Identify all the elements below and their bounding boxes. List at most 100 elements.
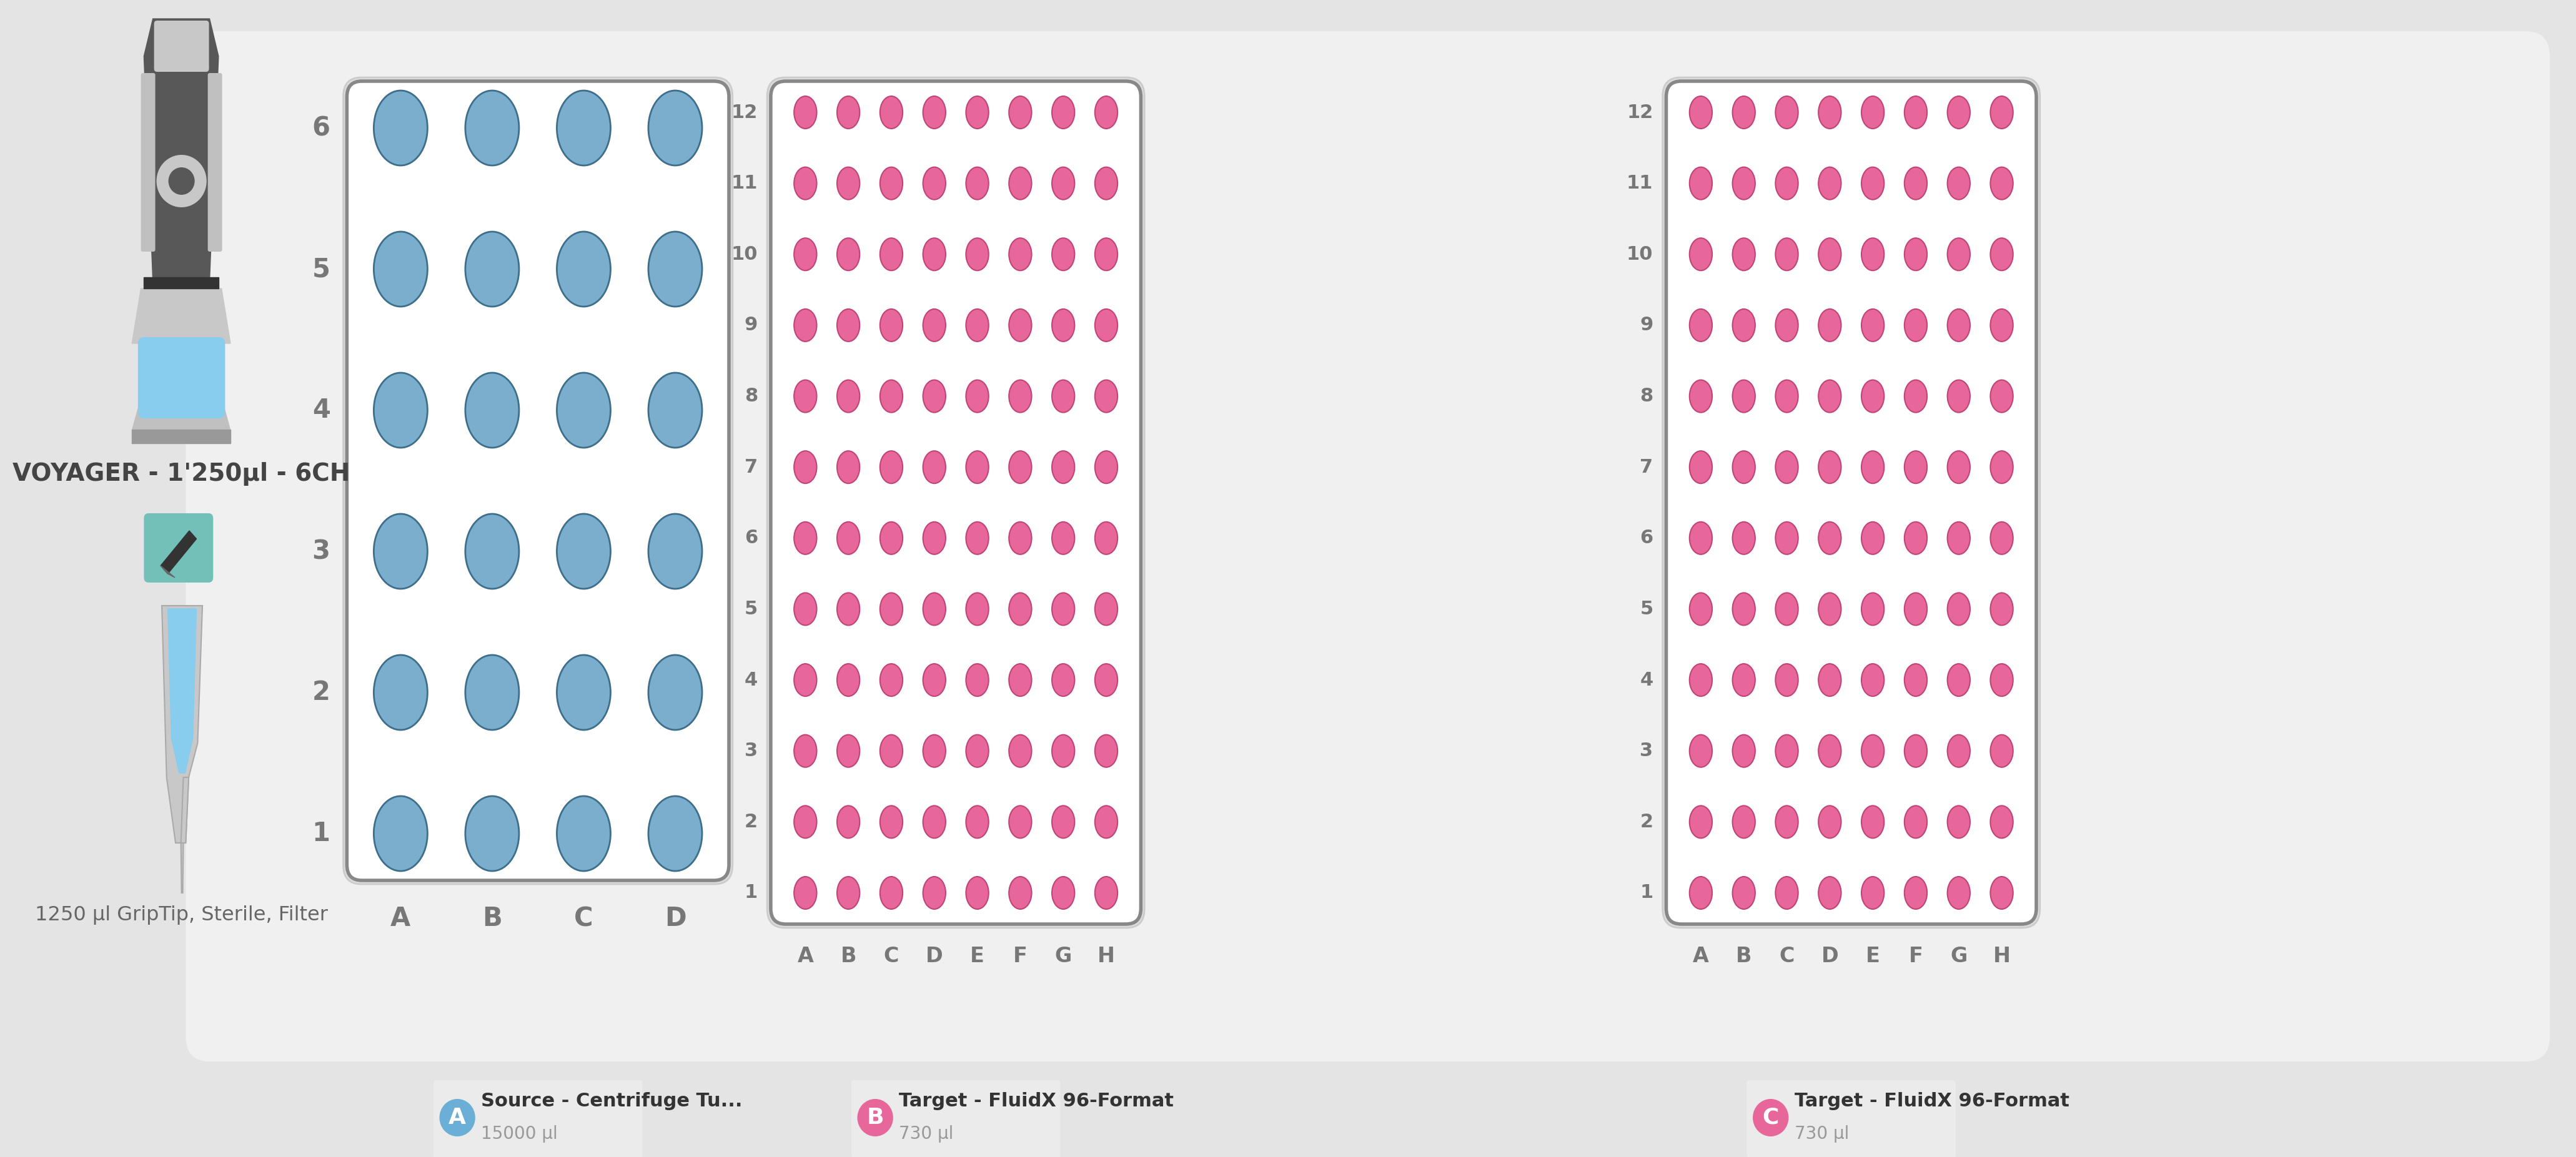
Text: 5: 5 (312, 256, 330, 282)
Ellipse shape (1690, 735, 1713, 767)
Ellipse shape (1819, 877, 1842, 909)
Ellipse shape (1010, 238, 1030, 271)
Ellipse shape (1051, 877, 1074, 909)
Ellipse shape (1095, 451, 1118, 484)
Ellipse shape (1775, 379, 1798, 412)
Text: VOYAGER - 1'250µl - 6CH: VOYAGER - 1'250µl - 6CH (13, 462, 350, 486)
Ellipse shape (1862, 664, 1883, 697)
Text: 8: 8 (744, 388, 757, 405)
Text: 4: 4 (744, 671, 757, 690)
Ellipse shape (922, 379, 945, 412)
Ellipse shape (793, 451, 817, 484)
Ellipse shape (649, 655, 703, 730)
Ellipse shape (1819, 451, 1842, 484)
Ellipse shape (1862, 592, 1883, 625)
FancyBboxPatch shape (770, 81, 1141, 924)
Ellipse shape (837, 664, 860, 697)
Text: 7: 7 (744, 458, 757, 477)
Ellipse shape (1819, 96, 1842, 128)
Text: 1: 1 (312, 820, 330, 847)
Ellipse shape (1862, 238, 1883, 271)
Ellipse shape (649, 796, 703, 871)
Ellipse shape (881, 522, 902, 554)
Ellipse shape (1819, 238, 1842, 271)
Ellipse shape (1051, 96, 1074, 128)
Circle shape (440, 1099, 474, 1136)
Circle shape (1752, 1099, 1788, 1136)
Ellipse shape (966, 592, 989, 625)
Ellipse shape (556, 373, 611, 448)
Text: 9: 9 (744, 316, 757, 334)
Ellipse shape (1947, 522, 1971, 554)
Text: C: C (1762, 1107, 1780, 1128)
Text: B: B (866, 1107, 884, 1128)
Circle shape (167, 168, 196, 194)
Ellipse shape (1690, 96, 1713, 128)
Ellipse shape (1819, 592, 1842, 625)
Ellipse shape (922, 451, 945, 484)
Ellipse shape (1947, 664, 1971, 697)
Ellipse shape (1734, 877, 1754, 909)
Ellipse shape (649, 373, 703, 448)
Text: A: A (799, 946, 814, 966)
Ellipse shape (1775, 664, 1798, 697)
Ellipse shape (1010, 96, 1030, 128)
Ellipse shape (837, 96, 860, 128)
Ellipse shape (1051, 451, 1074, 484)
Ellipse shape (1690, 309, 1713, 341)
Polygon shape (131, 429, 229, 443)
Text: H: H (1097, 946, 1115, 966)
Ellipse shape (1947, 451, 1971, 484)
Ellipse shape (881, 451, 902, 484)
Ellipse shape (1690, 451, 1713, 484)
Polygon shape (167, 609, 196, 773)
Text: 1: 1 (1641, 884, 1654, 902)
Ellipse shape (837, 522, 860, 554)
Ellipse shape (1734, 664, 1754, 697)
Ellipse shape (1095, 877, 1118, 909)
Ellipse shape (556, 796, 611, 871)
Ellipse shape (1775, 96, 1798, 128)
Ellipse shape (556, 90, 611, 165)
Ellipse shape (793, 238, 817, 271)
Text: F: F (1012, 946, 1028, 966)
Ellipse shape (649, 514, 703, 589)
Ellipse shape (1734, 379, 1754, 412)
Ellipse shape (1991, 451, 2012, 484)
Ellipse shape (1991, 522, 2012, 554)
Polygon shape (162, 605, 204, 843)
Ellipse shape (793, 592, 817, 625)
Ellipse shape (374, 231, 428, 307)
Ellipse shape (649, 90, 703, 165)
Ellipse shape (466, 90, 518, 165)
Ellipse shape (1991, 238, 2012, 271)
Ellipse shape (1734, 167, 1754, 199)
Ellipse shape (374, 655, 428, 730)
FancyBboxPatch shape (185, 31, 2550, 1061)
Ellipse shape (922, 877, 945, 909)
Ellipse shape (1904, 735, 1927, 767)
Text: 12: 12 (732, 103, 757, 121)
Ellipse shape (1010, 379, 1030, 412)
Ellipse shape (837, 451, 860, 484)
Ellipse shape (1947, 96, 1971, 128)
Ellipse shape (881, 379, 902, 412)
Ellipse shape (793, 877, 817, 909)
Ellipse shape (1690, 805, 1713, 838)
Ellipse shape (881, 805, 902, 838)
FancyBboxPatch shape (209, 73, 222, 251)
Ellipse shape (793, 309, 817, 341)
Ellipse shape (1010, 309, 1030, 341)
Ellipse shape (881, 592, 902, 625)
Ellipse shape (1010, 167, 1030, 199)
Text: 10: 10 (732, 245, 757, 264)
Ellipse shape (1862, 522, 1883, 554)
Ellipse shape (1862, 379, 1883, 412)
Ellipse shape (837, 805, 860, 838)
Ellipse shape (1734, 522, 1754, 554)
Ellipse shape (922, 238, 945, 271)
Text: 2: 2 (744, 813, 757, 831)
Text: D: D (1821, 946, 1839, 966)
Ellipse shape (1819, 379, 1842, 412)
Text: 6: 6 (744, 529, 757, 547)
